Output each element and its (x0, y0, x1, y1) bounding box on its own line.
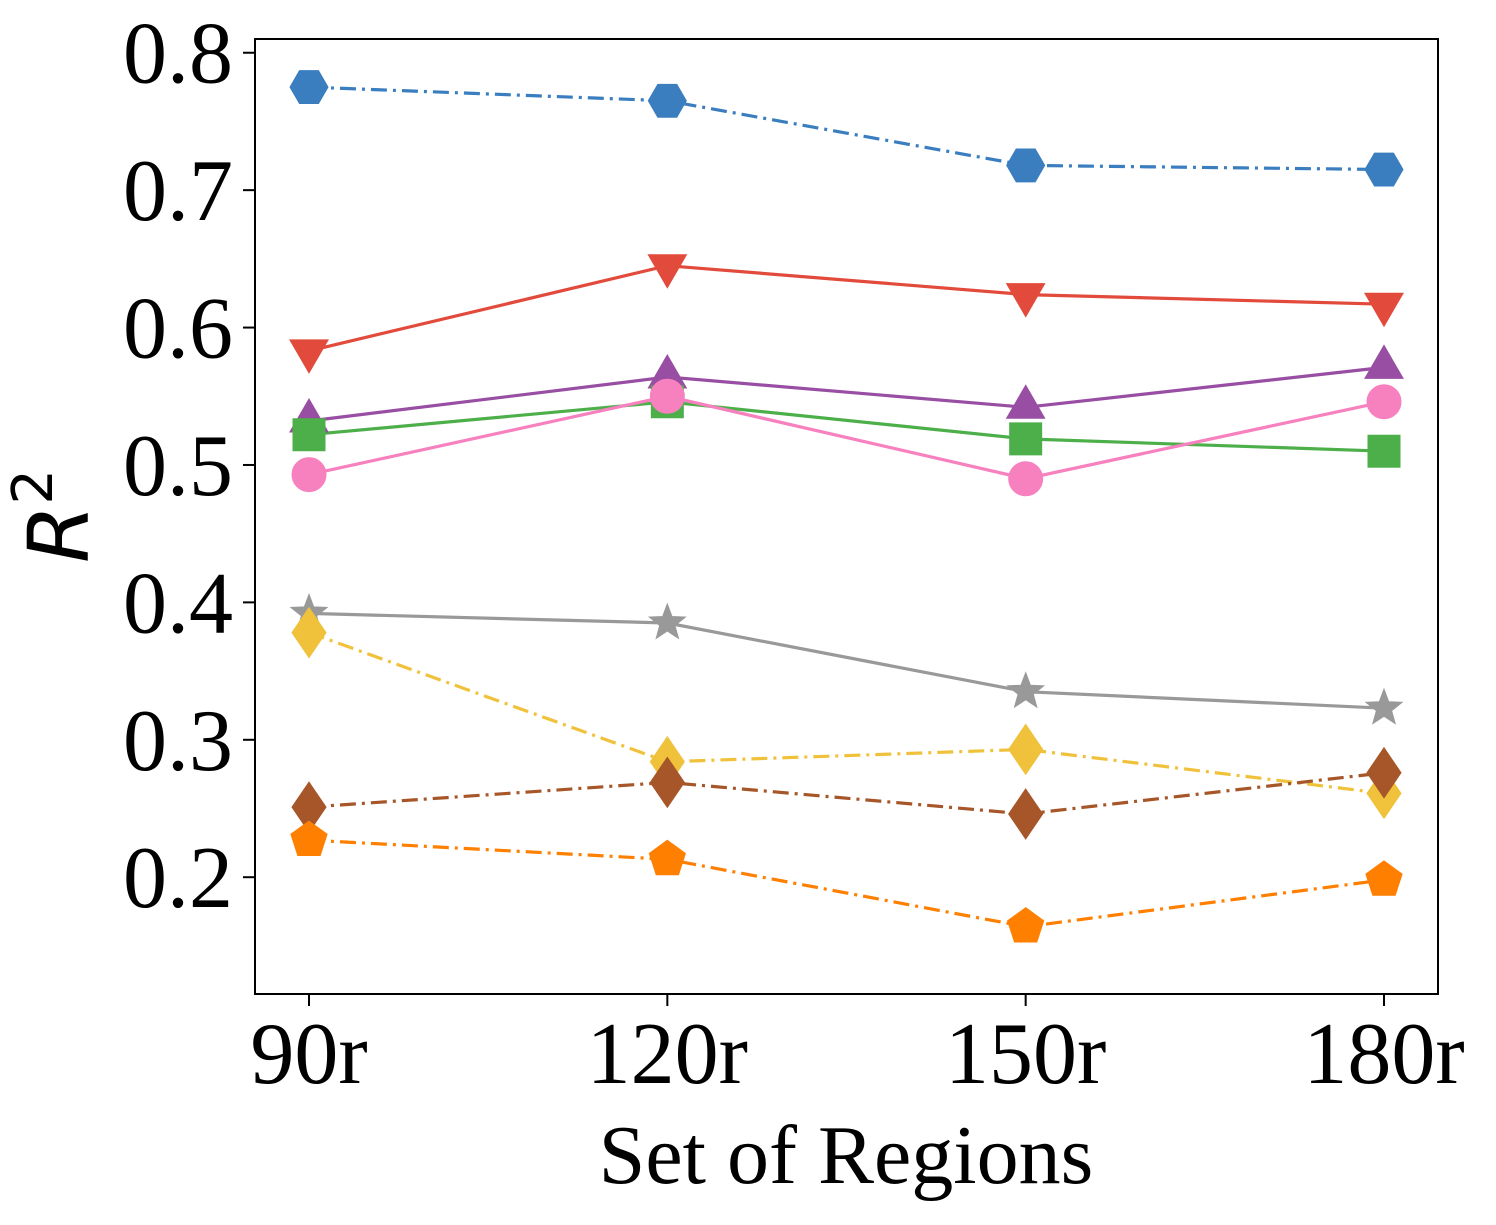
data-point-brown-diamond (1366, 746, 1402, 799)
data-point-purple-triangle-up (1005, 384, 1046, 419)
x-tick-label: 180r (1303, 1006, 1464, 1103)
y-tick-label: 0.3 (123, 693, 233, 790)
series-markers (289, 70, 1404, 943)
series-lines (308, 85, 1385, 929)
data-point-orange-pentagon (1007, 907, 1045, 943)
data-point-yellow-diamond (1008, 723, 1044, 776)
x-tick-label: 150r (945, 1006, 1106, 1103)
data-point-red-triangle-down (1364, 292, 1404, 328)
data-point-blue-hexagon (1006, 148, 1046, 183)
series-line-orange-pentagon (308, 838, 1385, 929)
data-point-gray-star (1006, 671, 1046, 709)
data-point-pink-circle (649, 378, 685, 414)
y-tick-label: 0.8 (123, 6, 233, 103)
data-point-yellow-diamond (291, 606, 327, 659)
y-tick-label: 0.7 (123, 143, 233, 240)
series-line-blue-hexagon (308, 85, 1385, 172)
data-point-red-triangle-down (289, 339, 329, 374)
series-line-yellow-diamond (308, 631, 1385, 795)
data-point-orange-pentagon (290, 820, 328, 856)
series-line-pink-circle (308, 394, 1385, 481)
data-point-green-square (1367, 434, 1401, 468)
data-point-brown-diamond (649, 756, 685, 809)
data-point-blue-hexagon (289, 70, 329, 104)
data-point-purple-triangle-up (1364, 344, 1404, 379)
plot-area (255, 39, 1438, 994)
data-point-pink-circle (1366, 384, 1402, 420)
x-tick-label: 120r (587, 1006, 748, 1103)
series-line-green-square (308, 400, 1385, 453)
data-point-blue-hexagon (1364, 152, 1404, 187)
y-tick-label: 0.4 (123, 555, 233, 652)
data-point-brown-diamond (1008, 788, 1044, 840)
data-point-orange-pentagon (648, 839, 686, 876)
y-axis-title-main: R (10, 505, 108, 563)
data-point-orange-pentagon (1365, 860, 1403, 896)
y-axis-ticks: 0.2 0.3 0.4 0.5 0.6 0.7 0.8 (123, 6, 255, 927)
data-point-green-square (292, 418, 326, 452)
series-line-gray-star (308, 611, 1385, 710)
series-line-purple-triangle-up (308, 365, 1385, 423)
y-tick-label: 0.5 (123, 418, 233, 515)
data-point-blue-hexagon (647, 83, 687, 118)
data-point-red-triangle-down (647, 254, 688, 289)
x-axis-ticks: 90r 120r 150r 180r (250, 994, 1465, 1103)
data-point-red-triangle-down (1005, 283, 1046, 318)
series-line-brown-diamond (308, 771, 1385, 816)
data-point-green-square (1009, 422, 1043, 456)
y-axis-title: R2 (1, 469, 108, 563)
x-axis-title: Set of Regions (599, 1109, 1094, 1202)
y-tick-label: 0.6 (123, 281, 233, 378)
y-axis-title-superscript: 2 (1, 469, 66, 505)
plot-frame (254, 38, 1439, 995)
y-tick-label: 0.2 (123, 830, 233, 927)
data-point-gray-star (647, 602, 687, 640)
x-tick-label: 90r (250, 1006, 367, 1103)
svg-text:R2: R2 (1, 469, 108, 563)
series-line-red-triangle-down (308, 264, 1385, 353)
data-point-pink-circle (291, 457, 327, 493)
data-point-pink-circle (1008, 461, 1044, 497)
data-point-gray-star (1364, 687, 1404, 725)
